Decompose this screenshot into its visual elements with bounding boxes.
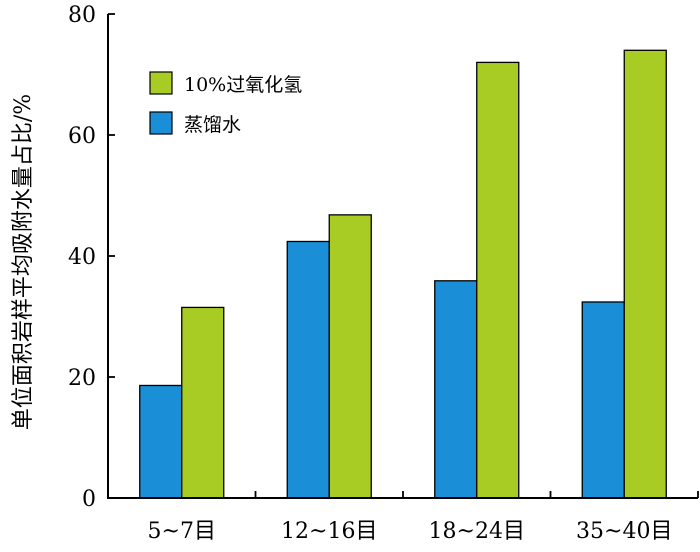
legend-swatch-distilled-water	[149, 111, 173, 135]
y-axis-title: 单位面积岩样平均吸附水量占比/%	[11, 94, 36, 430]
legend-swatch-hydrogen-peroxide	[149, 71, 173, 95]
y-tick-label-20: 20	[68, 366, 96, 391]
legend-label-hydrogen-peroxide: 10%过氧化氢	[184, 74, 302, 96]
bar-distilled-water-1	[139, 384, 183, 499]
bar-distilled-water-3	[434, 280, 478, 499]
y-tick-label-80: 80	[68, 3, 96, 28]
bar-distilled-water-2	[286, 240, 330, 499]
axes-layer: 0 20 40 60 80 5~7目 12~16目 18~24目 35~40目	[68, 3, 699, 544]
bar-distilled-water-4	[581, 301, 625, 499]
x-tick-label-3: 18~24目	[429, 519, 525, 544]
bar-hydrogen-peroxide-1	[181, 306, 225, 499]
x-tick-label-4: 35~40目	[576, 519, 672, 544]
x-tick-label-2: 12~16目	[281, 519, 377, 544]
bar-hydrogen-peroxide-4	[623, 49, 667, 499]
y-tick-label-40: 40	[68, 245, 96, 270]
y-tick-label-0: 0	[82, 487, 96, 512]
legend-label-distilled-water: 蒸馏水	[184, 114, 241, 136]
bar-hydrogen-peroxide-3	[476, 61, 520, 499]
bar-hydrogen-peroxide-2	[328, 214, 372, 499]
y-tick-label-60: 60	[68, 124, 96, 149]
bars-layer	[139, 49, 667, 499]
x-tick-label-1: 5~7目	[148, 519, 216, 544]
